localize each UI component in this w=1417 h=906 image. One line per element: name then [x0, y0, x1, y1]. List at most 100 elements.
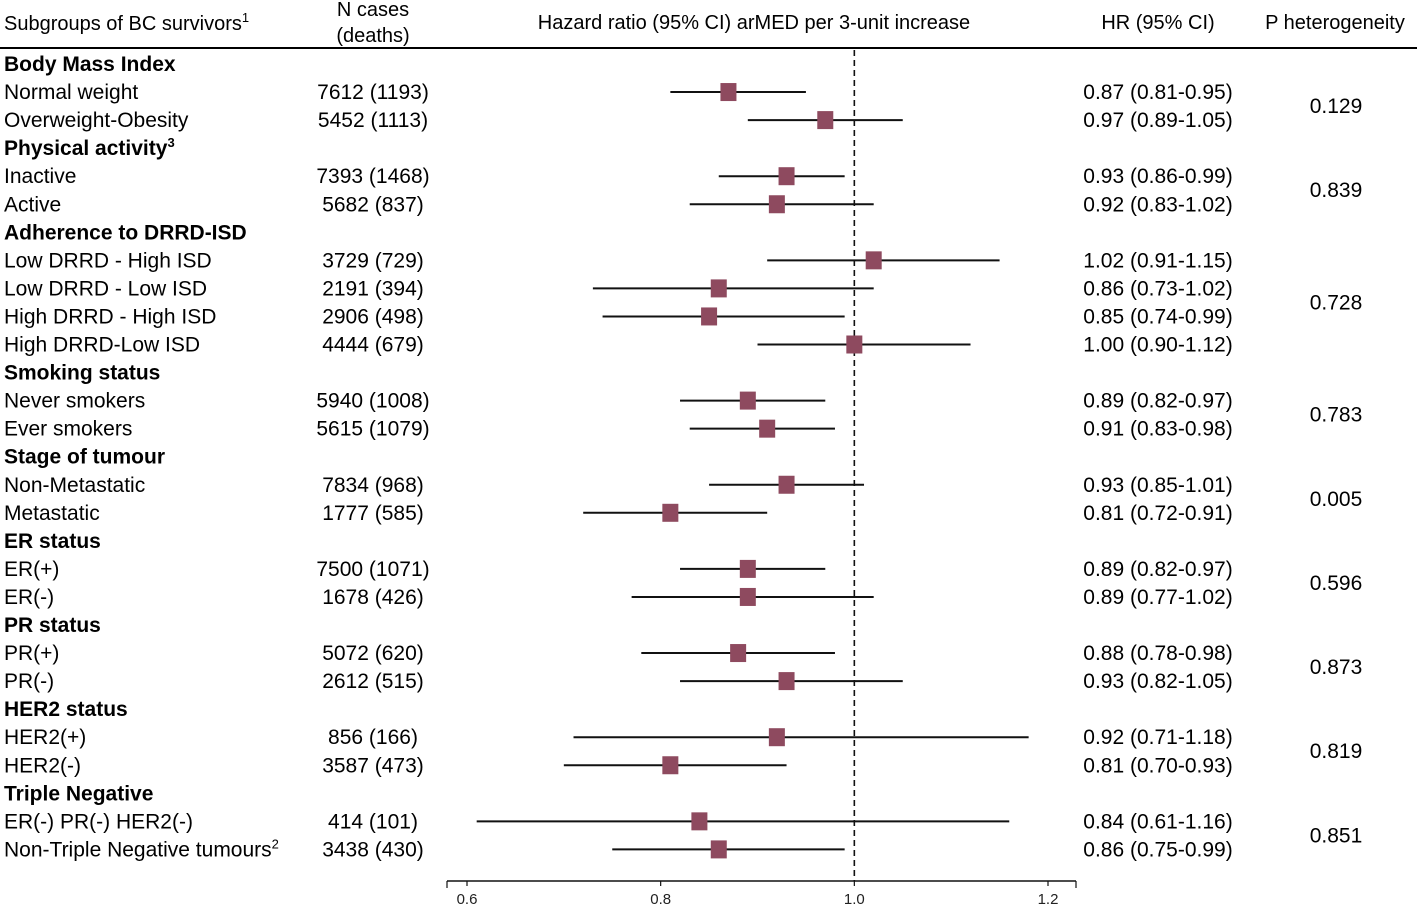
hr-marker [710, 840, 727, 859]
hr-marker [691, 812, 708, 831]
group-title: Body Mass Index [4, 53, 176, 76]
row-label: Low DRRD - High ISD [4, 249, 212, 272]
group-title: Physical activity3 [4, 135, 175, 160]
group-title: HER2 status [4, 698, 128, 721]
header-deaths: (deaths) [336, 25, 409, 47]
row-n-cases: 856 (166) [328, 726, 418, 749]
row-label: ER(-) [4, 586, 54, 609]
row-n-cases: 7393 (1468) [316, 165, 429, 188]
row-label: Non-Triple Negative tumours2 [4, 836, 279, 861]
row-n-cases: 4444 (679) [322, 334, 424, 357]
x-tick-label: 1.2 [1038, 891, 1059, 906]
hr-marker [739, 587, 756, 606]
header-hr: HR (95% CI) [1101, 12, 1214, 34]
p-heterogeneity-value: 0.728 [1310, 291, 1363, 314]
row-hr-text: 1.00 (0.90-1.12) [1083, 334, 1232, 357]
row-hr-text: 0.97 (0.89-1.05) [1083, 109, 1232, 132]
group-title: Adherence to DRRD-ISD [4, 221, 247, 244]
row-hr-text: 0.91 (0.83-0.98) [1083, 418, 1232, 441]
header-p-heterogeneity: P heterogeneity [1265, 12, 1405, 34]
row-label: Never smokers [4, 390, 145, 413]
row-hr-text: 0.86 (0.75-0.99) [1083, 838, 1232, 861]
group-title: Stage of tumour [4, 446, 165, 469]
x-tick-label: 1.0 [844, 891, 865, 906]
hr-marker [662, 756, 679, 775]
row-n-cases: 2906 (498) [322, 305, 424, 328]
row-hr-text: 1.02 (0.91-1.15) [1083, 249, 1232, 272]
row-hr-text: 0.93 (0.85-1.01) [1083, 474, 1232, 497]
row-hr-text: 0.89 (0.82-0.97) [1083, 558, 1232, 581]
hr-marker [768, 195, 785, 214]
row-label-sup: 2 [272, 836, 279, 851]
row-label: Ever smokers [4, 418, 132, 441]
p-heterogeneity-value: 0.596 [1310, 572, 1363, 595]
row-n-cases: 5072 (620) [322, 642, 424, 665]
row-n-cases: 1678 (426) [322, 586, 424, 609]
hr-marker [730, 644, 747, 663]
p-heterogeneity-value: 0.819 [1310, 740, 1363, 763]
row-label: Inactive [4, 165, 76, 188]
group-title: Smoking status [4, 362, 160, 385]
header-subgroup: Subgroups of BC survivors1 [4, 10, 249, 35]
row-n-cases: 7500 (1071) [316, 558, 429, 581]
row-label: PR(-) [4, 670, 54, 693]
row-hr-text: 0.88 (0.78-0.98) [1083, 642, 1232, 665]
row-label: Overweight-Obesity [4, 109, 189, 132]
p-heterogeneity-value: 0.005 [1310, 488, 1363, 511]
row-hr-text: 0.86 (0.73-1.02) [1083, 277, 1232, 300]
row-label: Normal weight [4, 81, 138, 104]
row-label: Active [4, 193, 61, 216]
row-hr-text: 0.93 (0.86-0.99) [1083, 165, 1232, 188]
row-label: HER2(+) [4, 726, 86, 749]
row-n-cases: 3729 (729) [322, 249, 424, 272]
hr-marker [662, 503, 679, 522]
row-label: HER2(-) [4, 754, 81, 777]
row-n-cases: 5682 (837) [322, 193, 424, 216]
row-hr-text: 0.92 (0.71-1.18) [1083, 726, 1232, 749]
row-hr-text: 0.87 (0.81-0.95) [1083, 81, 1232, 104]
header-n-cases: N cases [337, 0, 409, 21]
row-label: Metastatic [4, 502, 100, 525]
x-tick-label: 0.8 [650, 891, 671, 906]
row-label: High DRRD - High ISD [4, 305, 216, 328]
row-hr-text: 0.92 (0.83-1.02) [1083, 193, 1232, 216]
hr-marker [768, 728, 785, 747]
row-hr-text: 0.84 (0.61-1.16) [1083, 810, 1232, 833]
p-heterogeneity-value: 0.129 [1310, 95, 1363, 118]
row-hr-text: 0.89 (0.77-1.02) [1083, 586, 1232, 609]
row-n-cases: 7834 (968) [322, 474, 424, 497]
group-title: PR status [4, 614, 101, 637]
row-label: ER(-) PR(-) HER2(-) [4, 810, 193, 833]
hr-marker [710, 279, 727, 298]
row-hr-text: 0.89 (0.82-0.97) [1083, 390, 1232, 413]
p-heterogeneity-value: 0.839 [1310, 179, 1363, 202]
p-heterogeneity-value: 0.873 [1310, 656, 1363, 679]
row-hr-text: 0.93 (0.82-1.05) [1083, 670, 1232, 693]
hr-marker [759, 419, 776, 438]
row-n-cases: 5452 (1113) [318, 109, 428, 132]
hr-marker [817, 111, 834, 130]
hr-marker [846, 335, 863, 354]
row-n-cases: 7612 (1193) [317, 81, 429, 104]
row-hr-text: 0.81 (0.70-0.93) [1083, 754, 1232, 777]
p-heterogeneity-value: 0.851 [1310, 824, 1363, 847]
hr-marker [739, 391, 756, 410]
hr-marker [739, 559, 756, 578]
row-hr-text: 0.81 (0.72-0.91) [1083, 502, 1232, 525]
row-n-cases: 414 (101) [328, 810, 418, 833]
group-title-sup: 3 [167, 135, 174, 150]
hr-marker [720, 83, 737, 102]
row-n-cases: 2191 (394) [322, 277, 424, 300]
hr-marker [865, 251, 882, 270]
row-n-cases: 3587 (473) [322, 754, 424, 777]
row-label: Non-Metastatic [4, 474, 145, 497]
row-label: Low DRRD - Low ISD [4, 277, 207, 300]
row-hr-text: 0.85 (0.74-0.99) [1083, 305, 1232, 328]
row-n-cases: 1777 (585) [322, 502, 424, 525]
row-label: ER(+) [4, 558, 59, 581]
row-n-cases: 2612 (515) [322, 670, 424, 693]
p-heterogeneity-value: 0.783 [1310, 404, 1363, 427]
group-title: ER status [4, 530, 101, 553]
row-n-cases: 5615 (1079) [316, 418, 429, 441]
